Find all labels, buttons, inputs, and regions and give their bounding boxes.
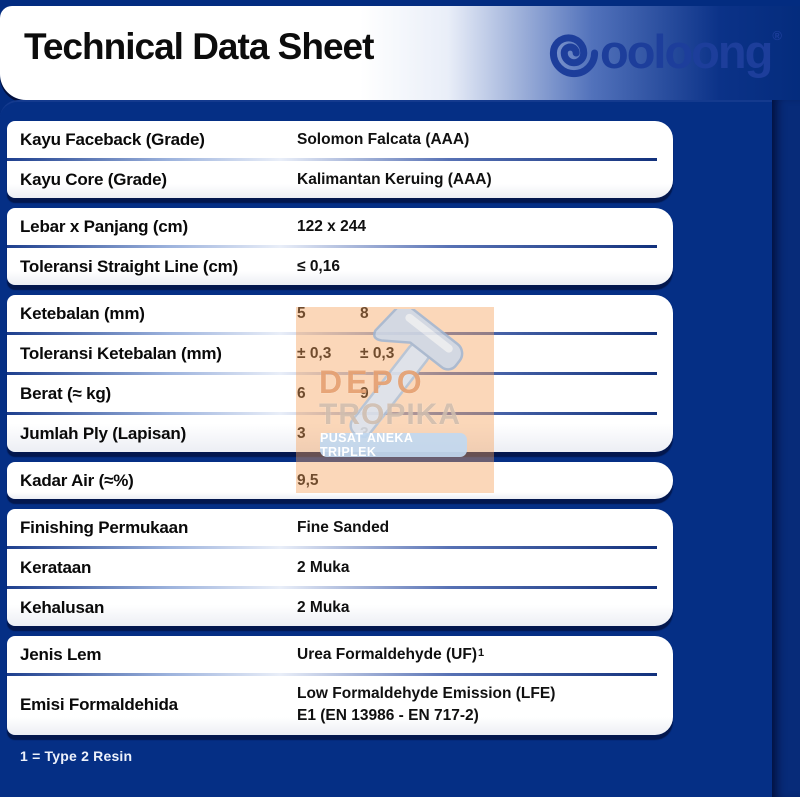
header-band: Technical Data Sheet ooloong ® [0, 6, 800, 100]
spec-row: Berat (≈ kg) 6 9 [7, 375, 673, 412]
spec-card: Lebar x Panjang (cm) 122 x 244 Toleransi S… [7, 208, 673, 285]
spec-value: Fine Sanded [297, 518, 390, 536]
spec-row: Kayu Core (Grade) Kalimantan Keruing (AAA… [7, 161, 673, 198]
spec-values: Fine Sanded [297, 519, 389, 537]
row-divider [7, 372, 657, 375]
spec-value: Solomon Falcata (AAA) [297, 130, 470, 148]
brand-wordmark: ooloong [600, 25, 773, 78]
spec-value: 9,5 [297, 471, 319, 489]
spec-value: 9 [360, 384, 369, 402]
spec-card: Kayu Faceback (Grade) Solomon Falcata (AA… [7, 121, 673, 198]
spec-values: Kalimantan Keruing (AAA) [297, 171, 492, 189]
spec-value-multiline: Low Formaldehyde Emission (LFE) E1 (EN 13… [297, 685, 556, 725]
spec-card-list: Kayu Faceback (Grade) Solomon Falcata (AA… [7, 121, 673, 745]
spec-value: Kalimantan Keruing (AAA) [297, 170, 492, 188]
spec-card: Ketebalan (mm) 5 8 Toleransi Ketebalan (mm)… [7, 295, 673, 452]
spec-values: ≤ 0,16 [297, 258, 340, 276]
spec-card: Kadar Air (≈%) 9,5 [7, 462, 673, 499]
spec-label: Toleransi Straight Line (cm) [20, 256, 238, 276]
spec-row: Jenis Lem Urea Formaldehyde (UF) 1 [7, 636, 673, 673]
spec-row: Kehalusan 2 Muka [7, 589, 673, 626]
spec-value: ± 0,3 [360, 344, 395, 362]
spec-values: 2 Muka [297, 559, 350, 577]
spec-label: Berat (≈ kg) [20, 383, 112, 403]
spec-label: Toleransi Ketebalan (mm) [20, 343, 222, 363]
spec-label: Lebar x Panjang (cm) [20, 216, 188, 236]
spec-label: Finishing Permukaan [20, 517, 189, 537]
spec-value: 122 x 244 [297, 217, 366, 235]
spec-row: Kadar Air (≈%) 9,5 [7, 462, 673, 499]
spec-values: Low Formaldehyde Emission (LFE) E1 (EN 13… [297, 676, 555, 735]
brand-logo: ooloong ® [548, 26, 782, 79]
row-divider [7, 546, 657, 549]
spec-row: Lebar x Panjang (cm) 122 x 244 [7, 208, 673, 245]
spec-values: Solomon Falcata (AAA) [297, 131, 469, 149]
spec-row: Jumlah Ply (Lapisan) 3 3 [7, 415, 673, 452]
registered-trademark-icon: ® [772, 28, 782, 43]
footnote: 1 = Type 2 Resin [20, 748, 133, 764]
row-divider [7, 158, 657, 161]
spec-value: 6 [297, 384, 306, 402]
page-title: Technical Data Sheet [24, 26, 374, 67]
spec-value: 3 [360, 424, 369, 442]
spec-label: Kayu Faceback (Grade) [20, 129, 205, 149]
spec-values: Urea Formaldehyde (UF) 1 [297, 645, 485, 663]
spec-value: Urea Formaldehyde (UF) [297, 645, 478, 663]
spec-value: 3 [297, 424, 306, 442]
row-divider [7, 332, 657, 335]
spec-value: 2 Muka [297, 558, 350, 576]
spec-label: Kerataan [20, 557, 92, 577]
spec-label: Emisi Formaldehida [20, 695, 178, 715]
spec-values: 2 Muka [297, 599, 350, 617]
spec-label: Jumlah Ply (Lapisan) [20, 423, 187, 443]
row-divider [7, 245, 657, 248]
spec-card: Finishing Permukaan Fine Sanded Kerataan 2 … [7, 509, 673, 626]
spec-row: Kayu Faceback (Grade) Solomon Falcata (AA… [7, 121, 673, 158]
spec-value: 5 [297, 304, 306, 322]
spec-row: Ketebalan (mm) 5 8 [7, 295, 673, 332]
spec-value: 8 [360, 304, 369, 322]
row-divider [7, 673, 657, 676]
spec-label: Ketebalan (mm) [20, 303, 145, 323]
spec-values: ± 0,3 ± 0,3 [297, 345, 423, 363]
right-edge-decoration [772, 100, 800, 797]
spec-label: Kayu Core (Grade) [20, 169, 167, 189]
spec-row: Kerataan 2 Muka [7, 549, 673, 586]
spec-label: Kehalusan [20, 597, 105, 617]
content-panel: Kayu Faceback (Grade) Solomon Falcata (AA… [0, 100, 776, 797]
spec-value: 2 Muka [297, 598, 350, 616]
spec-values: 122 x 244 [297, 218, 366, 236]
row-divider [7, 586, 657, 589]
brand-spiral-g-icon [549, 34, 599, 78]
spec-value: ≤ 0,16 [297, 257, 340, 275]
spec-row: Toleransi Straight Line (cm) ≤ 0,16 [7, 248, 673, 285]
row-divider [7, 412, 657, 415]
spec-label: Jenis Lem [20, 644, 102, 664]
spec-card: Jenis Lem Urea Formaldehyde (UF) 1 Emisi Fo… [7, 636, 673, 735]
spec-row: Finishing Permukaan Fine Sanded [7, 509, 673, 546]
spec-value: ± 0,3 [297, 344, 332, 362]
spec-label: Kadar Air (≈%) [20, 470, 134, 490]
spec-values: 9,5 [297, 472, 319, 490]
spec-row: Emisi Formaldehida Low Formaldehyde Emiss… [7, 676, 673, 735]
spec-row: Toleransi Ketebalan (mm) ± 0,3 ± 0,3 [7, 335, 673, 372]
